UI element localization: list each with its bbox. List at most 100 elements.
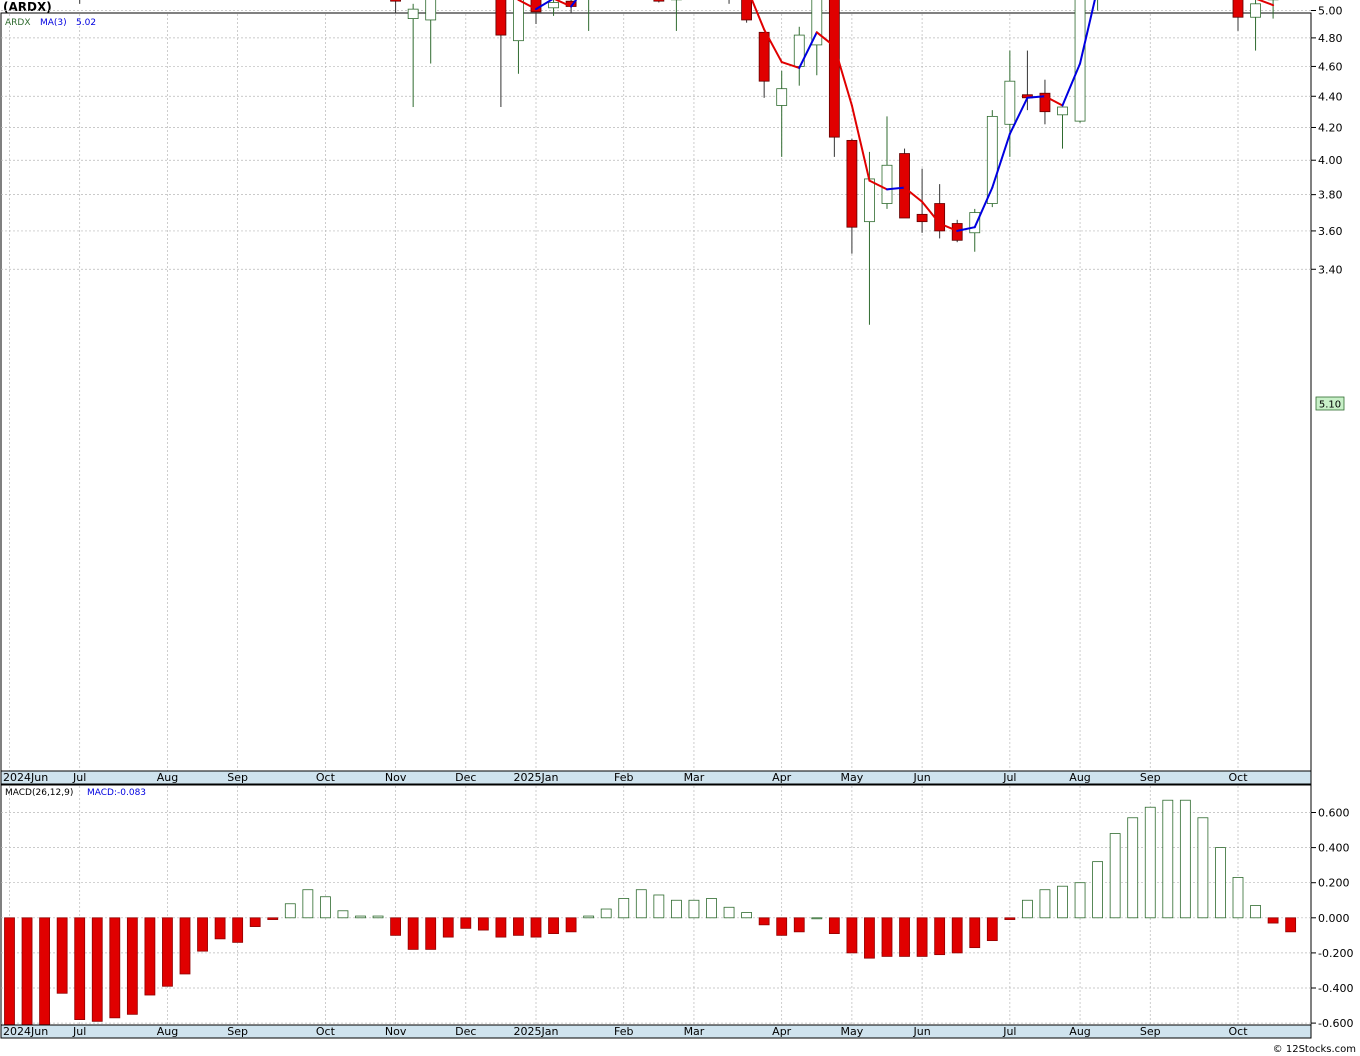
macd-bar-positive [1127, 817, 1139, 919]
macd-y-tick-label: 0.000 [1318, 912, 1350, 925]
macd-bar-negative [144, 917, 156, 996]
macd-bar-negative [126, 917, 138, 1015]
candle-up [881, 164, 893, 204]
candle-down [1232, 0, 1244, 18]
macd-bar-negative [109, 917, 121, 1019]
ma3-segment [850, 104, 871, 182]
x-axis-label: Oct [316, 771, 336, 784]
candle-down [495, 0, 507, 36]
candle-down [828, 0, 840, 138]
macd-bar-negative [776, 917, 788, 936]
macd-legend-value: MACD:-0.083 [87, 788, 146, 798]
price-x-axis-strip [0, 770, 1312, 785]
x-axis-label: Oct [316, 1025, 336, 1038]
macd-bar-negative [916, 917, 928, 957]
macd-bar-positive [302, 889, 314, 919]
macd-bar-negative [442, 917, 454, 938]
macd-bar-negative [1004, 917, 1016, 920]
macd-bar-positive [671, 899, 682, 919]
macd-bar-negative [565, 917, 577, 933]
macd-y-tick-label: -0.400 [1318, 982, 1353, 995]
ma3-segment [1008, 96, 1029, 135]
macd-bar-negative [390, 917, 402, 936]
candle-up [513, 0, 524, 42]
x-axis-label: Jul [72, 1025, 86, 1038]
ma3-segment [780, 61, 801, 69]
macd-bar-negative [267, 917, 279, 920]
macd-bar-positive [1109, 833, 1121, 919]
ma3-segment [1079, 0, 1096, 65]
watermark: © 12Stocks.com [1273, 1044, 1356, 1055]
x-axis-label: 2025Jan [514, 1025, 559, 1038]
macd-bar-positive [1215, 847, 1226, 919]
current-price-tag-bg [1315, 396, 1345, 411]
ma3-segment [1043, 95, 1064, 107]
macd-bar-positive [355, 915, 366, 919]
x-axis-label: 2025Jan [514, 771, 559, 784]
macd-bars [4, 799, 1297, 1026]
x-axis-label: Sep [227, 771, 248, 784]
x-axis-label: Feb [614, 771, 633, 784]
macd-bar-negative [214, 917, 226, 940]
macd-bar-positive [723, 906, 735, 919]
macd-bar-positive [284, 903, 296, 919]
macd-bar-positive [583, 915, 595, 919]
x-axis-label: Aug [157, 771, 178, 784]
price-y-tick-label: 4.20 [1318, 121, 1343, 134]
x-axis-label: Jul [1002, 1025, 1016, 1038]
macd-bar-negative [986, 917, 998, 942]
macd-bar-positive [1232, 877, 1244, 919]
x-axis-label: 2024Jun [3, 771, 48, 784]
macd-bar-positive [1092, 861, 1103, 919]
ma3-segment [517, 0, 537, 11]
macd-bar-positive [337, 910, 349, 919]
x-axis-label: Oct [1228, 771, 1248, 784]
x-axis-label: May [841, 1025, 864, 1038]
macd-bar-negative [232, 917, 244, 943]
legend-ma-label: MA(3) [40, 18, 67, 28]
chart-title: (ARDX) [3, 0, 52, 14]
macd-bar-positive [1074, 882, 1086, 919]
macd-legend-label: MACD(26,12,9) [5, 788, 73, 798]
candle-down [846, 139, 858, 228]
macd-x-axis-strip [0, 1024, 1312, 1039]
price-y-axis: 3.403.603.804.004.204.404.604.805.005.20… [1311, 4, 1343, 276]
macd-bar-negative [1285, 917, 1297, 933]
ma3-segment [1256, 0, 1275, 7]
ma3-segment [535, 0, 554, 11]
candle-up [969, 212, 981, 234]
x-axis-label: Nov [385, 771, 407, 784]
macd-bar-negative [91, 917, 103, 1022]
candle-down [530, 0, 542, 13]
macd-bar-negative [951, 917, 963, 954]
x-axis-label: May [841, 771, 864, 784]
ma3-segment [1061, 62, 1082, 107]
macd-bar-negative [846, 917, 858, 954]
candle-down [1039, 92, 1051, 113]
macd-y-tick-label: 0.200 [1318, 877, 1350, 890]
macd-bar-positive [618, 898, 630, 919]
macd-bar-negative [881, 917, 893, 957]
ma3-segment [938, 222, 959, 232]
price-y-tick-label: 3.80 [1318, 189, 1343, 202]
macd-bar-positive [741, 912, 752, 919]
macd-bar-negative [969, 917, 981, 949]
macd-bar-negative [828, 917, 840, 934]
macd-bar-negative [21, 917, 33, 1026]
candle-up [1004, 80, 1016, 125]
price-y-tick-label: 4.60 [1318, 60, 1343, 73]
x-axis-label: Mar [684, 1025, 705, 1038]
macd-bar-negative [425, 917, 437, 950]
ma3-line [517, 0, 1275, 232]
ma3-segment [956, 226, 976, 232]
candle-down [653, 0, 665, 2]
x-axis-label: Nov [385, 1025, 407, 1038]
x-axis-label: Mar [684, 771, 705, 784]
legend-symbol: ARDX [5, 18, 31, 28]
macd-bar-positive [600, 908, 612, 919]
macd-bar-positive [653, 894, 665, 919]
price-y-tick-label: 5.00 [1318, 4, 1343, 17]
x-axis-label: Jun [913, 771, 931, 784]
macd-bar-negative [758, 917, 770, 926]
